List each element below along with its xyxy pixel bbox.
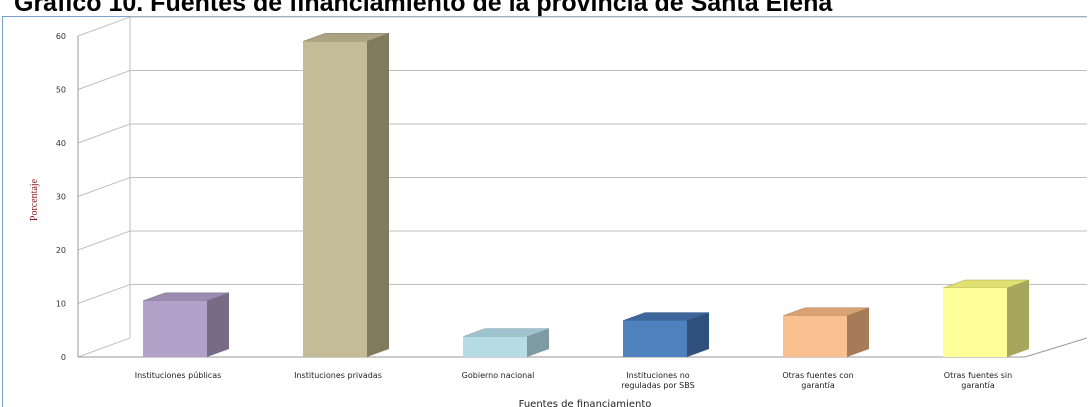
x-tick-label: reguladas por SBS [621,381,694,390]
gridline-diag [77,230,131,251]
bar-front [783,315,847,357]
bar-side [1007,279,1029,357]
gridline-diag [77,16,131,37]
x-tick-label: garantía [801,381,835,390]
chart-grid [77,16,1087,358]
bar-front [623,320,687,357]
bar [942,279,1030,357]
floor-edge [1024,337,1088,358]
bar [782,307,870,357]
gridline-diag [77,123,131,144]
bar-front [943,287,1007,357]
chart-title: Gráfico 10. Fuentes de financiamiento de… [14,0,833,16]
y-tick-label: 60 [56,32,66,41]
bar-side [367,33,389,357]
bar-front [463,336,527,357]
x-tick-label: Otras fuentes con [782,371,853,380]
gridline-diag [77,284,131,304]
y-tick-label: 40 [56,139,66,148]
y-tick-label: 10 [56,300,66,309]
chart-labels: 0 10 20 30 40 50 60 Instituciones públicas Insti… [29,32,1012,407]
gridline-diag [77,70,131,90]
y-tick-label: 20 [56,246,66,255]
chart-bars [142,33,1030,357]
bar-side [847,307,869,357]
bar [462,328,550,357]
y-axis-title: Porcentaje [29,178,40,221]
x-tick-label: Instituciones no [626,371,689,380]
chart-axes [77,17,1088,358]
y-tick-label: 30 [56,193,66,202]
y-tick-label: 50 [56,86,66,95]
bar-side [207,292,229,357]
gridline-diag [77,177,131,197]
x-axis-title: Fuentes de financiamiento [519,399,652,407]
x-tick-label: Otras fuentes sin [944,371,1012,380]
bar-front [143,300,207,357]
x-tick-label: garantía [961,381,995,390]
bar-side [527,328,549,357]
y-tick-label: 0 [61,353,66,362]
x-tick-label: Instituciones públicas [135,371,222,380]
gridline-diag [77,337,131,358]
bar-side [687,312,709,357]
x-tick-label: Gobierno nacional [462,371,535,380]
bar [302,33,390,357]
bar [622,312,710,357]
x-tick-label: Instituciones privadas [294,371,382,380]
bar-front [303,41,367,357]
bar [142,292,230,357]
